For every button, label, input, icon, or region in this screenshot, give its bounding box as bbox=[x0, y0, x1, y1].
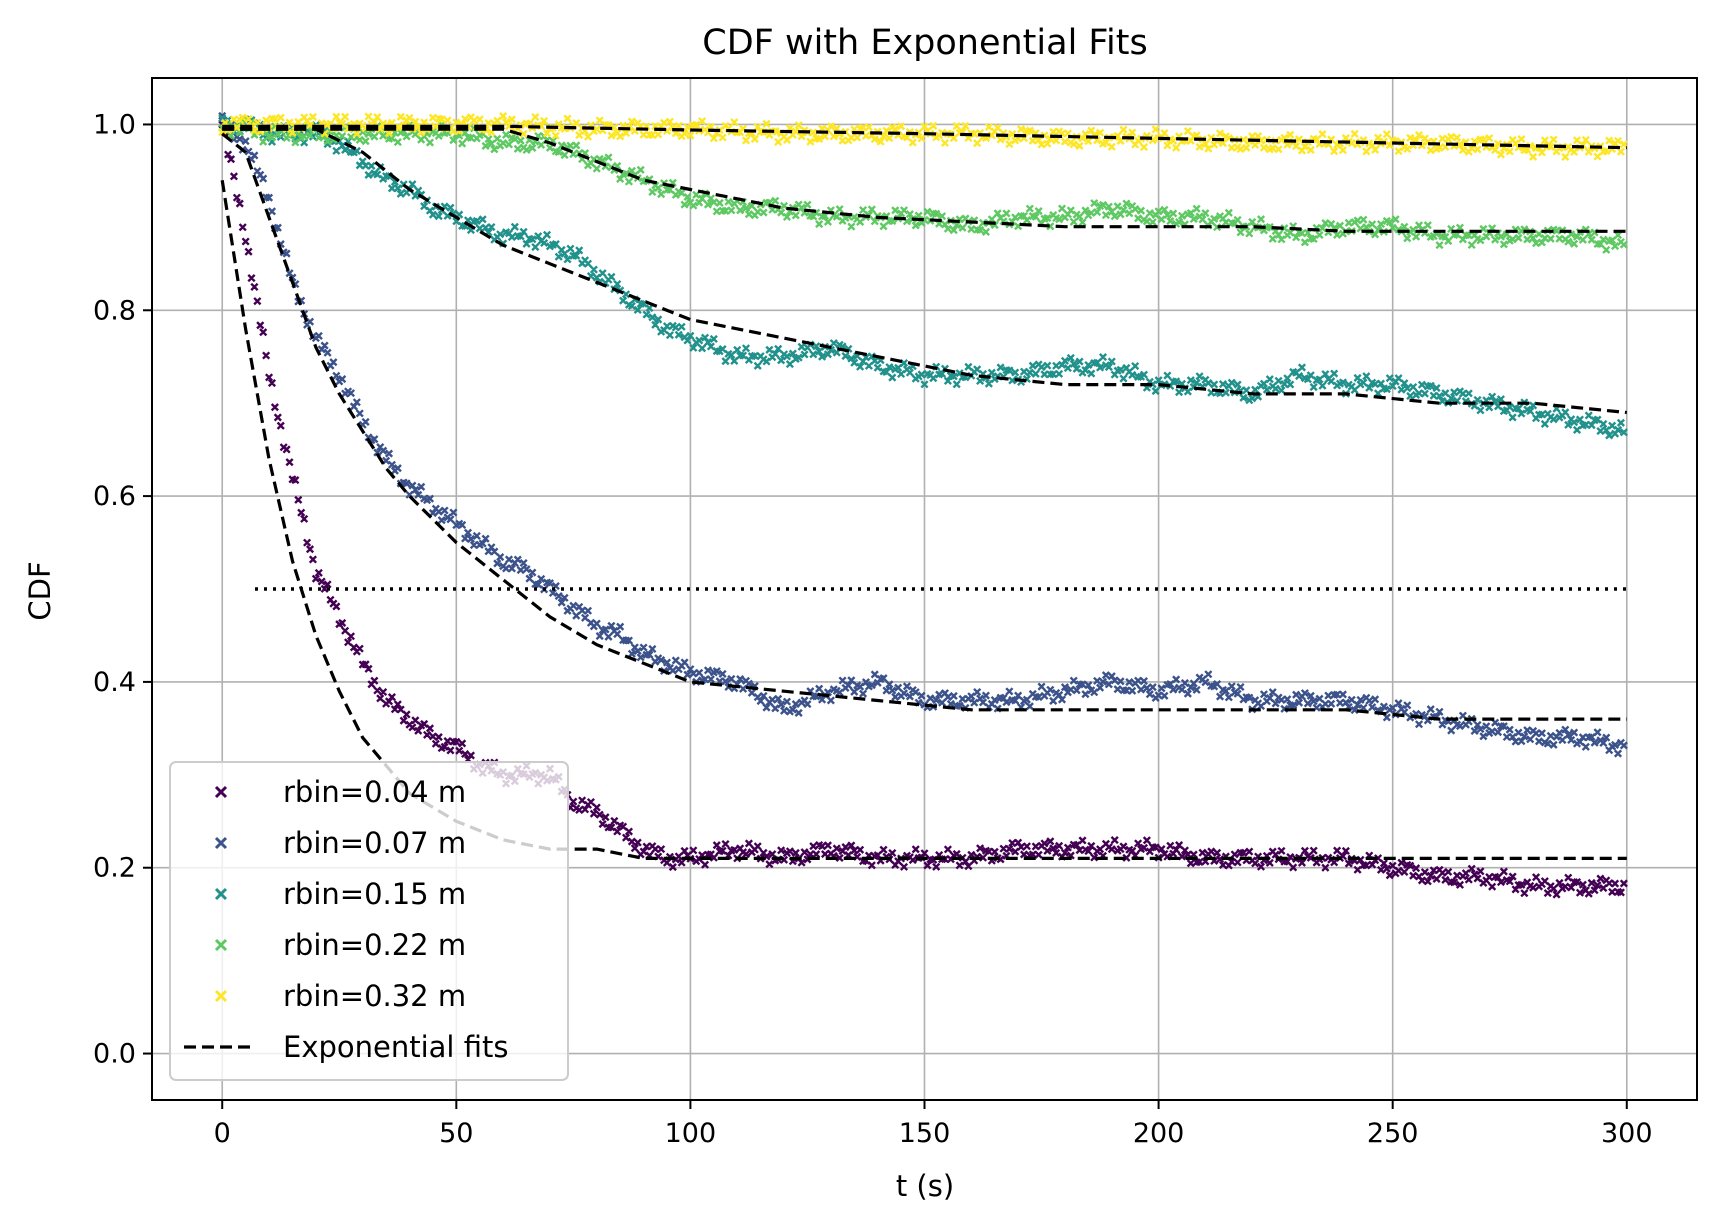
chart-title: CDF with Exponential Fits bbox=[702, 23, 1147, 63]
series-markers bbox=[218, 111, 1628, 758]
legend-label: rbin=0.32 m bbox=[283, 979, 466, 1013]
exponential-fit-line bbox=[221, 132, 1627, 721]
exponential-fit-line bbox=[222, 127, 1627, 415]
legend-label: rbin=0.15 m bbox=[283, 877, 466, 911]
y-axis-title: CDF bbox=[23, 561, 57, 620]
x-tick-label: 0 bbox=[214, 1118, 231, 1149]
x-tick-label: 50 bbox=[439, 1118, 473, 1149]
legend-marker bbox=[214, 785, 228, 799]
y-tick-label: 0.8 bbox=[93, 295, 136, 326]
legend-marker bbox=[214, 989, 228, 1003]
legend-label: rbin=0.04 m bbox=[283, 775, 466, 809]
y-tick-label: 0.0 bbox=[93, 1039, 136, 1070]
y-tick-label: 0.6 bbox=[93, 481, 136, 512]
legend-label: Exponential fits bbox=[283, 1030, 508, 1064]
series-markers bbox=[218, 114, 1628, 440]
x-tick-label: 150 bbox=[899, 1118, 951, 1149]
legend: rbin=0.04 m rbin=0.07 m rbin=0.15 m rbin=0.… bbox=[169, 761, 569, 1081]
legend-marker bbox=[214, 887, 228, 901]
x-axis-title: t (s) bbox=[896, 1169, 954, 1203]
ticks: 0 50 100 150 200 250 300 0.0 0.2 0.4 0.6 0.8 1.0 bbox=[93, 109, 1652, 1149]
exponential-fit-line bbox=[222, 124, 1627, 150]
y-tick-label: 0.2 bbox=[93, 853, 136, 884]
x-tick-label: 200 bbox=[1133, 1118, 1185, 1149]
legend-label: rbin=0.07 m bbox=[283, 826, 466, 860]
x-tick-label: 100 bbox=[665, 1118, 717, 1149]
y-tick-label: 0.4 bbox=[93, 667, 136, 698]
legend-marker bbox=[214, 836, 228, 850]
fit-layer bbox=[220, 124, 1627, 860]
legend-label: rbin=0.22 m bbox=[283, 928, 466, 962]
series-rbin-0-07-m bbox=[218, 111, 1628, 758]
legend-box bbox=[169, 761, 569, 1081]
exponential-fit-line bbox=[222, 127, 1627, 233]
x-tick-label: 250 bbox=[1367, 1118, 1419, 1149]
series-rbin-0-15-m bbox=[218, 114, 1628, 440]
x-tick-label: 300 bbox=[1601, 1118, 1653, 1149]
legend-marker bbox=[214, 938, 228, 952]
exponential-fit-line bbox=[220, 179, 1627, 860]
y-tick-label: 1.0 bbox=[93, 109, 136, 140]
